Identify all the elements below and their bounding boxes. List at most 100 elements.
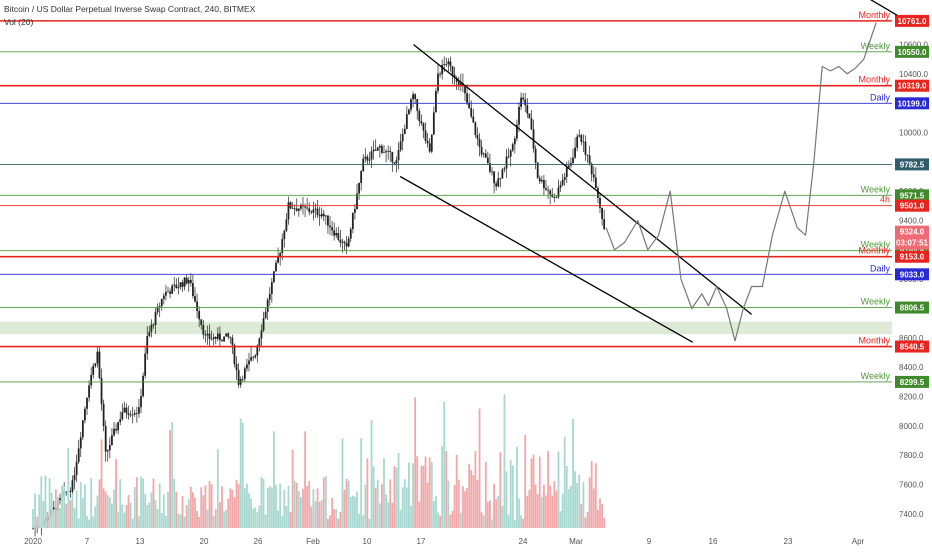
- volume-bar: [424, 456, 427, 528]
- price-axis-tick: 10000.0: [899, 129, 928, 138]
- volume-bar: [416, 456, 419, 528]
- level-label: Monthly: [858, 336, 890, 346]
- candle-body: [435, 90, 437, 113]
- volume-bar: [219, 502, 221, 528]
- price-badge-text: 10761.0: [898, 17, 927, 26]
- candle-body: [459, 83, 462, 87]
- candle-body: [216, 333, 219, 339]
- candle-body: [254, 355, 257, 358]
- candle-body: [532, 129, 535, 149]
- volume-bar: [586, 511, 589, 528]
- volume-bar: [59, 508, 61, 528]
- candle-body: [196, 301, 198, 311]
- volume-bar: [268, 486, 271, 528]
- volume-bar: [445, 451, 448, 528]
- volume-bar: [173, 478, 176, 528]
- volume-bar: [580, 504, 583, 528]
- candle-body: [183, 277, 186, 287]
- candle-body: [597, 188, 599, 198]
- volume-bar: [590, 461, 593, 528]
- volume-bar: [530, 458, 533, 528]
- candle-body: [304, 206, 306, 208]
- volume-bar: [194, 497, 196, 528]
- time-axis-tick: 7: [85, 537, 90, 546]
- volume-bar: [574, 471, 576, 528]
- level-label: Weekly: [861, 184, 891, 194]
- volume-bar: [545, 495, 547, 528]
- candle-body: [169, 291, 171, 294]
- level-label: Weekly: [861, 371, 891, 381]
- volume-bar: [32, 509, 34, 528]
- time-axis-tick: 10: [363, 537, 372, 546]
- volume-bar: [592, 488, 595, 528]
- price-badge-text: 9782.5: [900, 160, 925, 169]
- volume-bar: [100, 439, 103, 528]
- candle-body: [572, 157, 574, 163]
- candle-body: [165, 291, 167, 296]
- volume-bar: [462, 486, 464, 528]
- volume-bar: [420, 465, 423, 528]
- volume-bar: [561, 493, 564, 528]
- volume-bar: [501, 505, 504, 528]
- volume-bar: [115, 459, 117, 528]
- volume-bar: [378, 503, 381, 528]
- volume-bar: [104, 491, 107, 528]
- volume-bar: [516, 446, 518, 528]
- volume-bar: [277, 510, 279, 528]
- candle-body: [559, 185, 562, 188]
- candle-body: [368, 159, 371, 161]
- candle-body: [520, 97, 522, 107]
- volume-bar: [356, 491, 358, 528]
- volume-indicator-label[interactable]: Vol (20): [4, 17, 34, 27]
- candle-body: [277, 256, 279, 263]
- price-badge-text: 8540.5: [900, 343, 925, 352]
- volume-bar: [67, 447, 70, 528]
- volume-bar: [44, 475, 47, 528]
- volume-bar: [187, 499, 190, 528]
- volume-bar: [127, 495, 130, 528]
- volume-bar: [177, 513, 180, 528]
- candle-body: [181, 282, 184, 287]
- volume-bar: [287, 485, 290, 528]
- candle-body: [106, 450, 109, 452]
- volume-bar: [511, 465, 514, 528]
- volume-bar: [221, 486, 223, 528]
- candle-body: [140, 396, 142, 408]
- candle-body: [376, 147, 379, 151]
- volume-bar: [73, 508, 76, 528]
- candle-body: [364, 156, 367, 159]
- candle-body: [428, 143, 431, 152]
- candle-body: [312, 209, 315, 213]
- candle-body: [187, 279, 190, 284]
- volume-bar: [135, 477, 138, 528]
- time-axis-tick: Mar: [569, 537, 583, 546]
- candle-body: [88, 385, 90, 398]
- support-zone: [0, 321, 892, 335]
- volume-bar: [50, 492, 53, 528]
- candle-body: [179, 282, 182, 288]
- candle-body: [297, 208, 300, 211]
- time-axis-tick: Apr: [852, 537, 865, 546]
- candle-body: [574, 147, 576, 158]
- volume-bar: [252, 508, 255, 528]
- volume-bar: [335, 508, 338, 528]
- volume-bar: [308, 481, 311, 528]
- volume-bar: [117, 511, 120, 528]
- candle-body: [285, 219, 288, 231]
- candle-body: [212, 337, 215, 339]
- volume-bar: [518, 498, 520, 528]
- candle-body: [129, 414, 132, 416]
- volume-bar: [536, 493, 539, 528]
- volume-bar: [395, 467, 398, 528]
- candle-body: [563, 176, 566, 180]
- candle-body: [457, 81, 460, 87]
- candle-body: [491, 171, 493, 173]
- price-badge: [895, 158, 929, 171]
- price-badge: [895, 45, 929, 58]
- candle-body: [528, 113, 531, 119]
- candle-body: [426, 140, 429, 144]
- candle-body: [592, 174, 595, 178]
- volume-bar: [435, 496, 437, 528]
